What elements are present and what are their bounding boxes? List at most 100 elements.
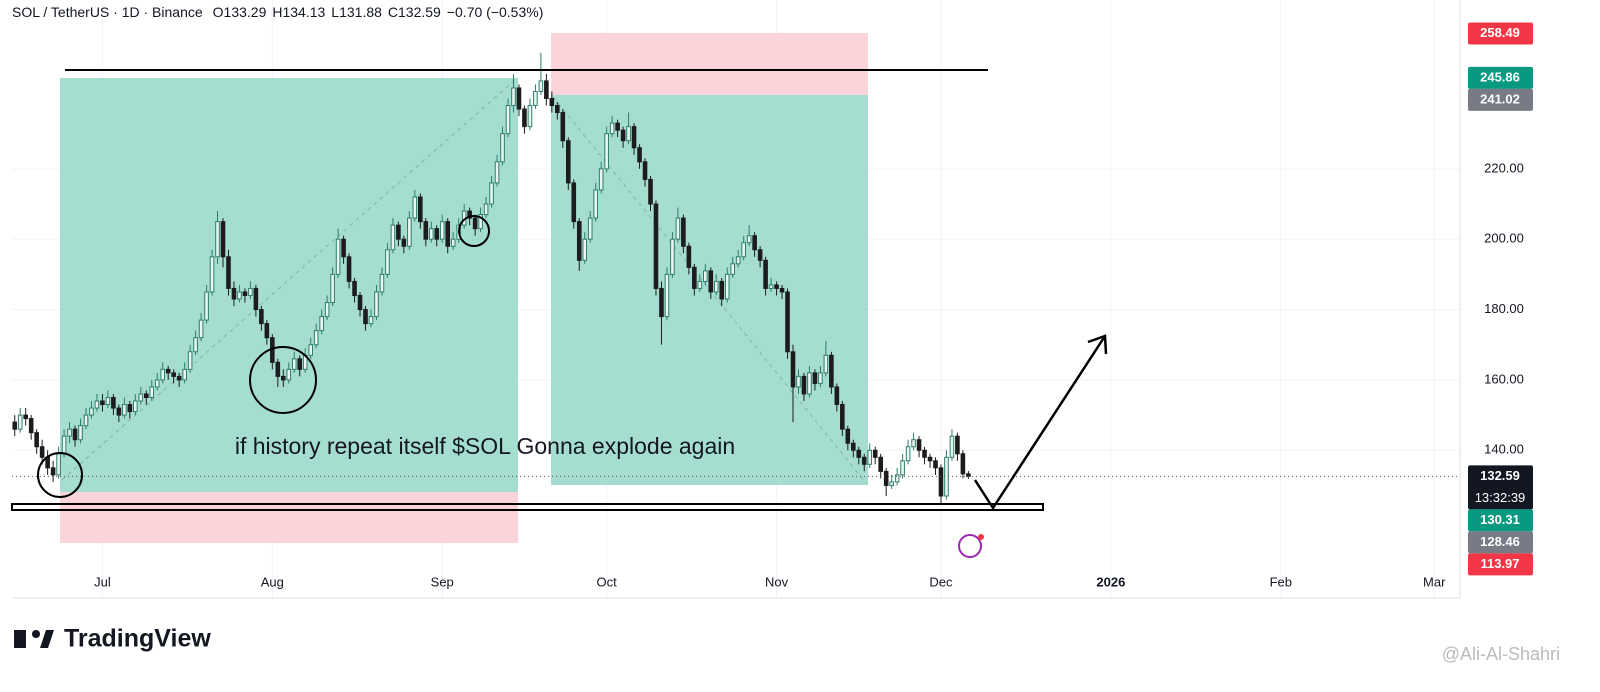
drawings	[60, 33, 868, 543]
footer: TradingView @Ali-Al-Shahri	[14, 625, 1560, 664]
candle-body	[894, 474, 900, 483]
candle-body	[445, 221, 451, 247]
candle-body	[171, 372, 176, 377]
candle-body	[949, 435, 955, 458]
candle-body	[944, 456, 949, 497]
candle-body	[209, 256, 215, 293]
candle-body	[933, 460, 938, 469]
candle-body	[938, 467, 944, 497]
candle-body	[34, 432, 39, 448]
candle-body	[489, 182, 494, 205]
logo	[32, 630, 40, 638]
logo	[40, 630, 54, 648]
y-tick-label: 220.00	[1484, 160, 1524, 175]
candle-body	[955, 435, 960, 455]
candle-body	[549, 97, 555, 107]
candle-body	[774, 284, 779, 289]
candle-body	[763, 259, 768, 289]
candle-body	[313, 330, 319, 346]
candle-body	[527, 105, 533, 128]
candle-body	[483, 203, 489, 216]
candle-body	[368, 316, 374, 325]
candle-body	[818, 372, 823, 384]
candle-body	[796, 375, 801, 388]
x-tick-label: Feb	[1270, 574, 1292, 589]
candle-body	[840, 404, 845, 430]
candle-body	[516, 87, 522, 110]
candle-body	[280, 375, 286, 381]
candle-body	[23, 414, 29, 420]
y-tick-label: 160.00	[1484, 371, 1524, 386]
candle-body	[500, 133, 505, 163]
candle-body	[56, 453, 61, 476]
candle-body	[176, 375, 182, 381]
candle-body	[582, 238, 588, 261]
candle-body	[692, 266, 697, 289]
candle-body	[664, 273, 670, 318]
candle-body	[116, 407, 122, 416]
candle-body	[587, 217, 593, 240]
candle-body	[390, 224, 396, 251]
candle-body	[363, 309, 368, 325]
candle-body	[522, 108, 527, 128]
candle-body	[533, 90, 538, 107]
candle-body	[385, 249, 390, 275]
candle-body	[790, 351, 796, 388]
axes: 140.00 160.00 180.00 200.00 220.00 Jul Aug Sep O…	[94, 22, 1533, 589]
candle-body	[637, 147, 642, 163]
y-tick-label: 180.00	[1484, 301, 1524, 316]
candle-body	[713, 280, 719, 293]
candle-body	[291, 358, 297, 370]
stop-zone	[60, 492, 518, 543]
candle-body	[165, 368, 171, 374]
price-label-bg	[1468, 22, 1533, 45]
candle-body	[620, 129, 626, 142]
candle-body	[407, 217, 412, 247]
target-zone	[60, 78, 518, 492]
candle-body	[83, 414, 89, 427]
price-label-bg	[1468, 509, 1533, 532]
candle-body	[724, 273, 730, 300]
candle-body	[856, 449, 862, 458]
candle-body	[823, 354, 829, 374]
candle-body	[204, 291, 209, 321]
candle-body	[105, 396, 111, 406]
candle-body	[900, 460, 905, 476]
candle-body	[379, 273, 385, 293]
candle-body	[861, 456, 867, 465]
candle-body	[111, 396, 116, 409]
annotation: if history repeat itself $SOL Gonna expl…	[235, 433, 735, 459]
candle-body	[324, 302, 330, 318]
watermark: @Ali-Al-Shahri	[1442, 644, 1560, 664]
candle-body	[133, 400, 138, 413]
candles	[12, 52, 1460, 504]
candle-body	[231, 287, 237, 300]
candle-body	[434, 228, 440, 240]
price-label: 245.86	[1480, 69, 1520, 84]
header: SOL / TetherUS · 1D · Binance O133.29 H134…	[12, 4, 543, 20]
x-tick-label: Oct	[597, 574, 618, 589]
candle-body	[39, 446, 45, 458]
candle-body	[450, 238, 456, 247]
x-tick-label: Sep	[431, 574, 454, 589]
x-tick-label: Aug	[261, 574, 284, 589]
candle-body	[319, 316, 324, 332]
candle-body	[867, 449, 873, 465]
candle-body	[708, 270, 714, 293]
price-label-bg	[1468, 66, 1533, 89]
candle-body	[12, 421, 18, 430]
candle-body	[297, 358, 303, 370]
candle-body	[423, 221, 429, 240]
price-label: 258.49	[1480, 25, 1520, 40]
candle-body	[741, 242, 746, 258]
candle-body	[505, 105, 511, 135]
candle-body	[757, 249, 763, 261]
candle-body	[67, 428, 72, 437]
candle-body	[72, 428, 78, 441]
candle-body	[829, 354, 834, 388]
price-label-time: 13:32:39	[1475, 490, 1526, 505]
candle-body	[730, 263, 736, 275]
stop-zone	[551, 33, 868, 95]
candle-body	[883, 470, 889, 486]
candle-body	[467, 210, 472, 219]
